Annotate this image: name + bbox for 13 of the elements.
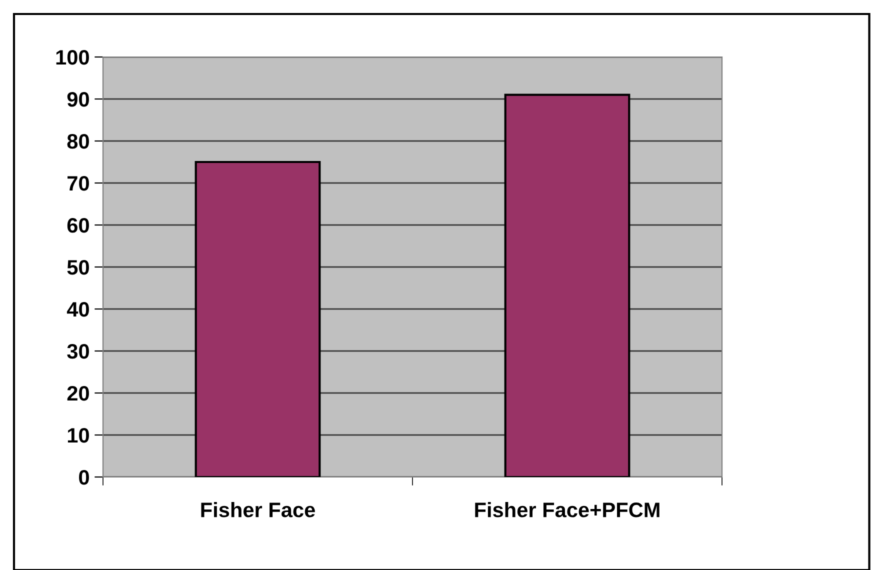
y-tick-label: 0 <box>79 470 89 485</box>
y-tick-label: 90 <box>67 92 89 107</box>
x-tick-label: Fisher Face+PFCM <box>475 502 660 518</box>
y-tick-label: 20 <box>67 386 89 401</box>
y-tick-label: 40 <box>66 302 89 317</box>
y-tick-label: 50 <box>67 260 89 275</box>
y-tick-label: 100 <box>56 50 89 65</box>
y-tick-label: 30 <box>67 344 89 359</box>
y-tick-label: 10 <box>68 428 89 443</box>
x-tick-label: Fisher Face <box>201 502 315 518</box>
y-tick-label: 70 <box>68 176 89 191</box>
y-tick-label: 60 <box>67 218 89 233</box>
y-tick-label: 80 <box>67 134 89 149</box>
